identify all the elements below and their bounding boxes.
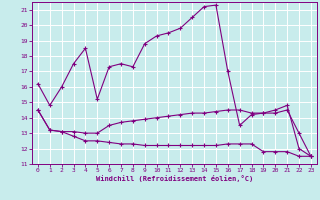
X-axis label: Windchill (Refroidissement éolien,°C): Windchill (Refroidissement éolien,°C) (96, 175, 253, 182)
